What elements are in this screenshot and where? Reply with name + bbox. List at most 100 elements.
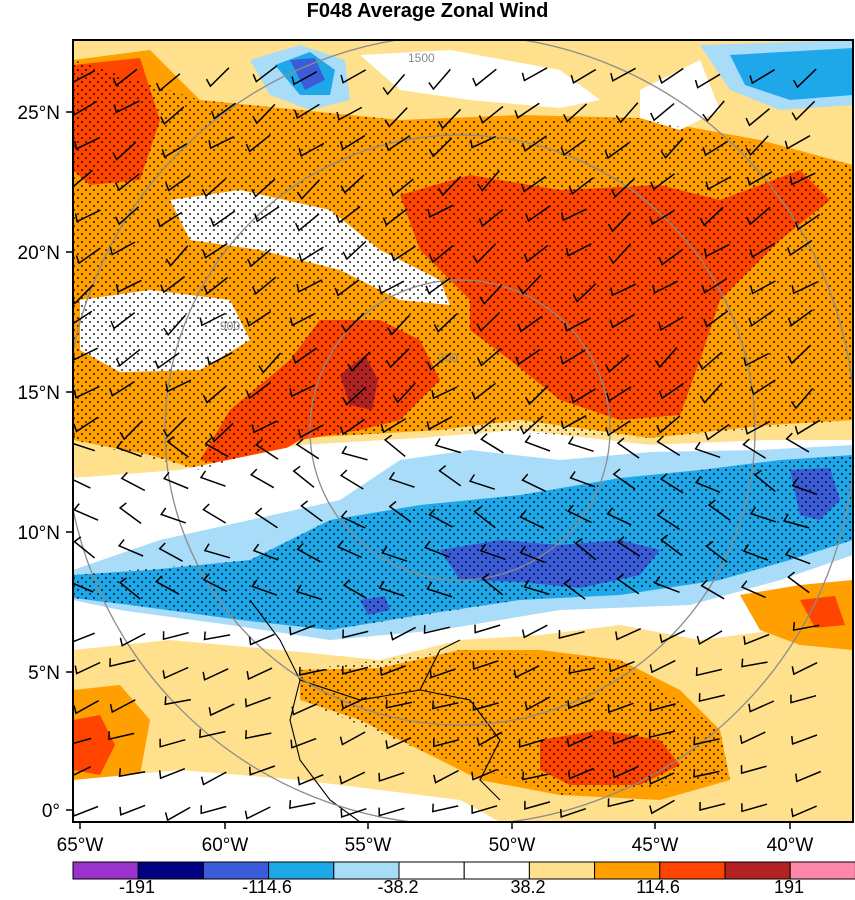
wind-barb [610,178,635,198]
wind-barb [478,105,504,124]
wind-barb [525,205,551,223]
wind-barb [426,416,453,431]
wind-barb [472,701,499,711]
wind-barb [73,478,91,489]
wind-barb [432,803,459,813]
wind-barb [248,633,275,646]
wind-barb [616,573,640,595]
wind-barb [791,734,818,746]
wind-barb [252,543,279,561]
wind-barb [294,103,320,120]
lat-label-25n: 25°N [18,103,60,124]
wind-barb [164,806,191,822]
wind-barb [693,768,720,778]
lon-label-50w: 50°W [489,835,536,856]
shade-blue-north-4 [730,48,853,100]
wind-barb [606,386,632,402]
wind-barb [383,434,406,457]
wind-barb [659,473,684,494]
wind-barb [335,206,361,224]
wind-barb [289,384,316,398]
wind-barb [790,387,814,410]
wind-barb [514,102,540,119]
wind-barb [340,510,366,529]
wind-barb [165,174,191,192]
wind-barb [159,738,186,748]
wind-barb [204,437,229,458]
wind-barb [73,699,100,715]
wind-barb [388,471,415,488]
lat-labels: 25°N 20°N 15°N 10°N 5°N 0° [18,103,73,822]
wind-barb [433,738,460,748]
wind-barb [210,102,236,120]
wind-barb [209,422,234,443]
wind-barb [478,209,504,228]
wind-barb [656,509,681,531]
wind-barb [791,281,818,295]
wind-barb [428,245,454,264]
wind-barb [251,420,278,434]
wind-barb [298,246,324,262]
wind-barb [208,136,235,150]
wind-barb [608,660,635,673]
wind-barb [702,100,725,122]
wind-barb [741,658,768,668]
wind-barb [746,171,773,186]
wind-barb [604,141,630,160]
wind-barb [693,736,720,746]
wind-barb [792,68,817,89]
wind-barb [75,247,101,265]
wind-barb [481,573,504,596]
wind-barb [118,577,141,600]
wind-barb [749,242,776,259]
wind-barb [385,348,410,369]
wind-barb [289,312,316,327]
wind-barb [524,800,551,810]
wind-barb [114,206,140,226]
wind-barb [339,469,364,490]
wind-barb [615,102,639,124]
wind-barb [787,344,812,365]
wind-barb [654,576,680,594]
wind-barb [524,696,551,711]
wind-barb [334,279,360,297]
wind-barb [740,765,767,775]
map-title: F048 Average Zonal Wind [306,0,549,22]
wind-barb [336,540,363,559]
colorbar-label-1: -114.6 [242,877,292,897]
shade-red-south-2 [73,715,115,775]
wind-barb [658,316,684,332]
colorbar [72,861,855,880]
wind-barb [290,737,317,749]
wind-barb [252,103,276,125]
wind-barb [659,629,686,644]
wind-barb [244,730,272,740]
wind-barb [380,417,407,434]
wind-barb [431,386,458,400]
wind-barb [162,417,187,438]
wind-barb [73,69,96,84]
ring-label-1500: 1500 [408,51,435,65]
wind-barb [342,386,367,406]
wind-barb [563,103,588,123]
wind-barb [347,351,371,373]
wind-barb [471,382,497,401]
wind-barb [162,471,189,490]
wind-barb [384,107,408,128]
wind-barb [426,352,452,371]
wind-barb [559,807,587,819]
wind-barb [699,382,723,404]
wind-barb [559,349,586,365]
wind-barb [743,633,770,646]
wind-barb [469,135,496,149]
colorbar-label-4: 114.6 [636,877,680,897]
wind-barb [791,100,816,121]
wind-barb [339,134,366,151]
wind-barb [291,347,318,364]
wind-barb [568,665,596,675]
wind-barb [340,69,367,84]
wind-barb [477,170,500,192]
wind-barb [572,282,597,303]
wind-barb [115,348,141,367]
stipple-south [300,650,730,795]
